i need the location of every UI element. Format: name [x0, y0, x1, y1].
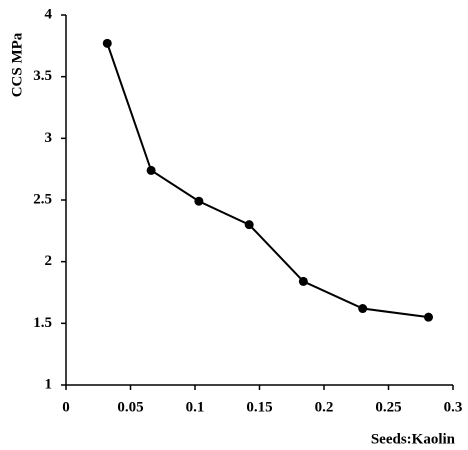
marker: [146, 165, 156, 175]
marker: [423, 312, 433, 322]
y-axis-label: CCS MPa: [9, 32, 25, 97]
x-tick-label: 0.05: [117, 399, 143, 415]
y-tick-label: 1: [45, 376, 53, 392]
marker: [358, 304, 368, 314]
x-tick-label: 0: [62, 399, 70, 415]
x-tick-label: 0.25: [375, 399, 401, 415]
y-tick-label: 3: [45, 130, 53, 146]
x-tick-label: 0.1: [186, 399, 205, 415]
marker: [102, 38, 112, 48]
x-tick-label: 0.3: [444, 399, 463, 415]
marker: [298, 276, 308, 286]
y-tick-label: 1.5: [33, 315, 52, 331]
marker: [194, 196, 204, 206]
y-tick-label: 2.5: [33, 191, 52, 207]
line: [106, 43, 429, 319]
x-tick-label: 0.2: [315, 399, 334, 415]
marker: [244, 220, 254, 230]
y-tick-label: 2: [45, 253, 53, 269]
x-axis-label: Seeds:Kaolin: [371, 431, 456, 447]
y-tick-label: 3.5: [33, 68, 52, 84]
x-tick-label: 0.15: [246, 399, 272, 415]
y-tick-label: 4: [45, 6, 53, 22]
